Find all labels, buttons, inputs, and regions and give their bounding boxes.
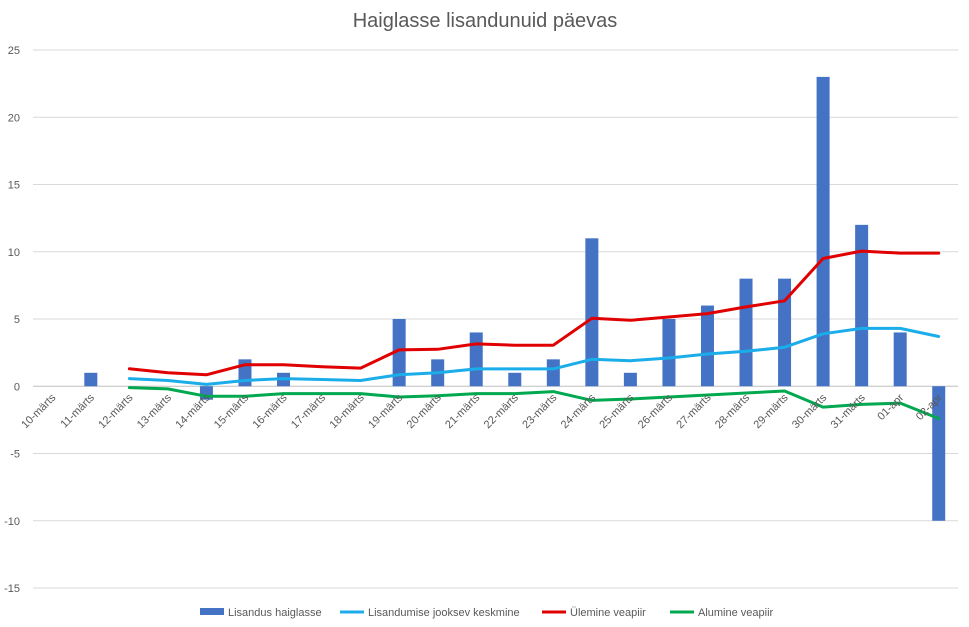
series-line: [127, 386, 941, 420]
bar: [623, 372, 637, 387]
bar: [508, 372, 522, 387]
bar: [392, 319, 406, 387]
y-tick-label: 5: [14, 314, 20, 326]
y-tick-label: 20: [8, 112, 20, 124]
legend: Lisandus haiglasse Lisandumise jooksev ke…: [200, 607, 774, 619]
y-axis: 25 20 15 10 5 0 -5 -10 -15: [4, 45, 20, 595]
x-tick-label: 14-märts: [173, 392, 213, 432]
bar-series: [84, 76, 946, 521]
bar: [816, 76, 830, 387]
legend-item: Lisandus haiglasse: [200, 607, 322, 619]
y-tick-label: 10: [8, 247, 20, 259]
x-tick-label: 31-märts: [829, 392, 869, 432]
legend-label: Lisandumise jooksev keskmine: [368, 607, 520, 619]
bar: [739, 278, 753, 387]
y-tick-label: -10: [4, 516, 20, 528]
legend-item: Ülemine veapiir: [542, 607, 646, 619]
legend-item: Alumine veapiir: [670, 607, 774, 619]
series-line: [127, 326, 941, 386]
legend-swatch: [200, 608, 224, 615]
x-tick-label: 21-märts: [443, 392, 483, 432]
x-tick-label: 28-märts: [713, 392, 753, 432]
chart-title: Haiglasse lisandunuid päevas: [353, 10, 618, 32]
x-tick-label: 18-märts: [328, 392, 368, 432]
x-tick-label: 23-märts: [520, 392, 560, 432]
y-tick-label: -15: [4, 583, 20, 595]
x-tick-label: 10-märts: [19, 392, 59, 432]
x-tick-label: 19-märts: [366, 392, 406, 432]
y-tick-label: -5: [10, 449, 20, 461]
x-tick-label: 30-märts: [790, 392, 830, 432]
legend-label: Ülemine veapiir: [570, 607, 646, 619]
bar: [932, 386, 946, 521]
series-line: [127, 249, 941, 377]
bar: [585, 238, 599, 387]
legend-item: Lisandumise jooksev keskmine: [340, 607, 520, 619]
x-tick-label: 01-apr: [875, 392, 906, 423]
bar: [84, 372, 98, 387]
x-tick-label: 13-märts: [135, 392, 175, 432]
gridlines: [33, 49, 958, 589]
y-tick-label: 0: [14, 381, 20, 393]
bar: [546, 359, 560, 387]
x-tick-label: 25-märts: [597, 392, 637, 432]
bar: [778, 278, 792, 387]
bar: [469, 332, 483, 387]
y-tick-label: 15: [8, 180, 20, 192]
x-axis: 10-märts 11-märts 12-märts 13-märts 14-märts…: [19, 392, 945, 432]
legend-label: Alumine veapiir: [698, 607, 774, 619]
line-series: [127, 249, 941, 420]
bar: [662, 319, 676, 387]
bar: [700, 305, 714, 387]
y-tick-label: 25: [8, 45, 20, 57]
x-tick-label: 29-märts: [752, 392, 792, 432]
x-tick-label: 12-märts: [96, 392, 136, 432]
bar: [855, 224, 869, 387]
x-tick-label: 22-märts: [482, 392, 522, 432]
x-tick-label: 11-märts: [58, 392, 97, 431]
x-tick-label: 17-märts: [289, 392, 329, 432]
legend-label: Lisandus haiglasse: [228, 607, 322, 619]
bar: [893, 332, 907, 387]
x-tick-label: 16-märts: [250, 392, 290, 432]
